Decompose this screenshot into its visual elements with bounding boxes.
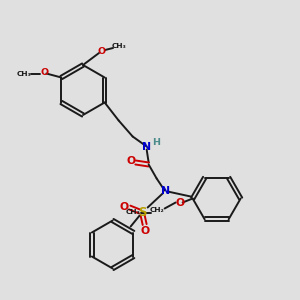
Text: CH₃: CH₃: [112, 43, 126, 49]
Text: N: N: [161, 185, 170, 196]
Text: CH₃: CH₃: [125, 209, 140, 215]
Text: O: O: [140, 226, 149, 236]
Text: CH₃: CH₃: [17, 70, 32, 76]
Text: N: N: [142, 142, 151, 152]
Text: H: H: [152, 138, 160, 147]
Text: O: O: [119, 202, 128, 212]
Text: O: O: [98, 46, 106, 56]
Text: O: O: [126, 157, 135, 166]
Text: CH₂: CH₂: [149, 208, 164, 214]
Text: O: O: [175, 197, 184, 208]
Text: S: S: [139, 206, 147, 219]
Text: O: O: [40, 68, 48, 77]
